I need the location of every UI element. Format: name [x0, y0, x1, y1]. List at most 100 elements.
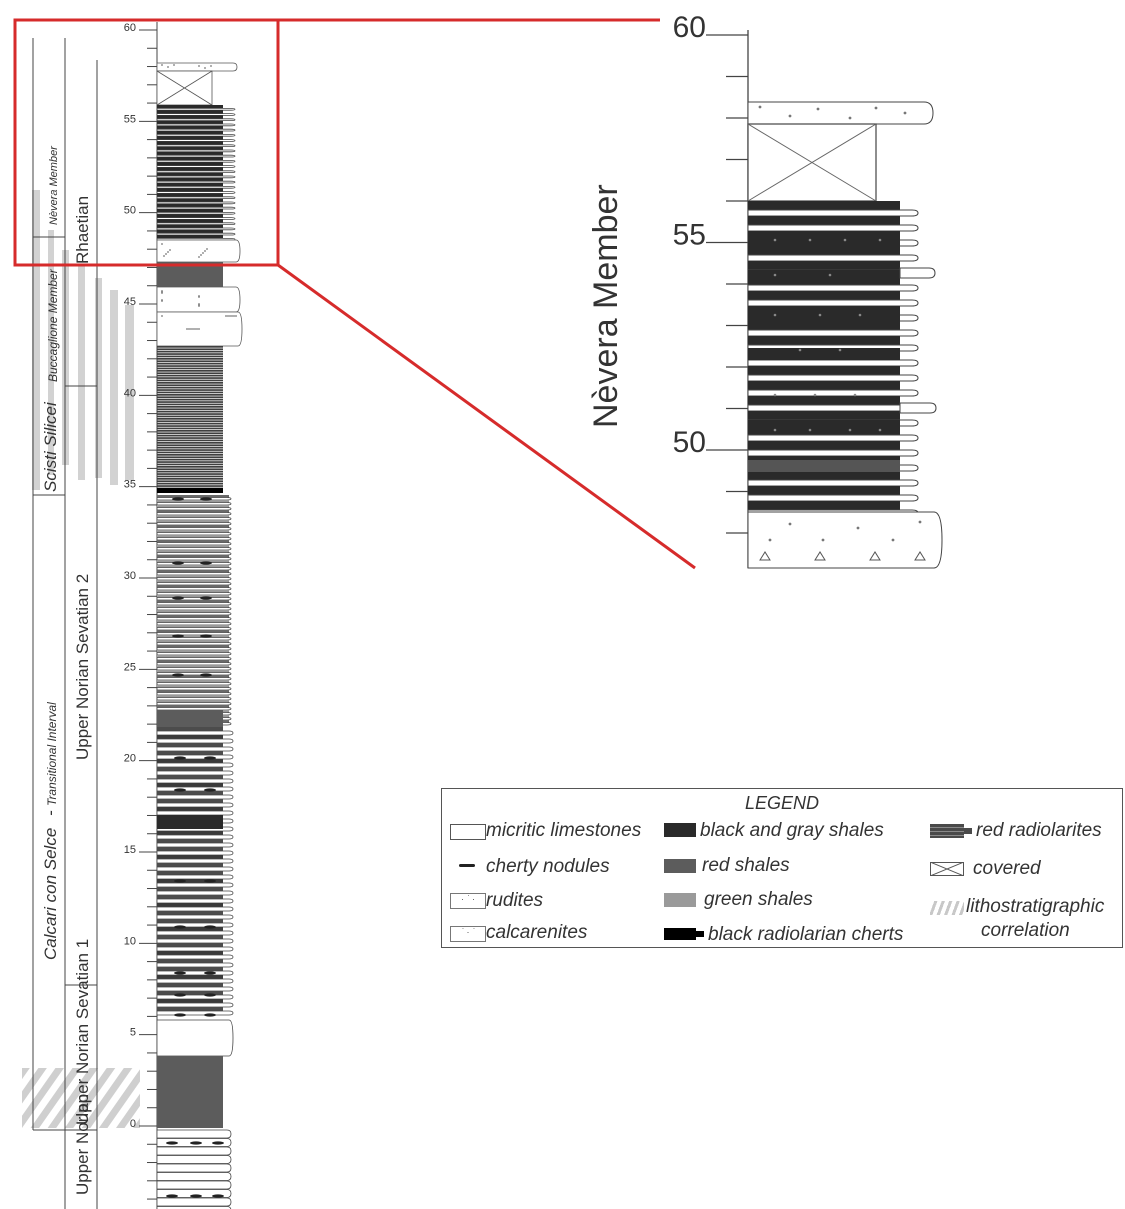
cherty-nodule: [200, 497, 212, 501]
limestone-bed: [747, 359, 919, 367]
limestone-bed: [156, 866, 234, 872]
rudite-grain: [821, 538, 825, 542]
limestone-bed: [156, 1163, 232, 1173]
black-shale-bed: [748, 411, 900, 420]
radiolarite-layer: [157, 365, 223, 367]
black-shale-bed: [157, 203, 223, 208]
chert-grain: [773, 393, 777, 397]
chert-grain: [773, 238, 777, 242]
legend: LEGEND micritic limestones cherty nodule…: [441, 788, 1123, 948]
limestone-bed: [156, 577, 232, 581]
shale-layer: [157, 625, 229, 628]
rudite-bed: [156, 239, 241, 263]
limestone-bed: [156, 154, 236, 158]
limestone-bed: [156, 946, 234, 952]
black-shale-bed: [157, 136, 223, 140]
radiolarite-layer: [157, 386, 223, 389]
black-shale-bed: [157, 767, 223, 771]
shale-layer: [157, 520, 229, 523]
limestone-bed: [156, 1010, 234, 1016]
chert-grain: [848, 428, 852, 432]
shale-layer: [157, 515, 229, 518]
depth-tick-label: 20: [124, 753, 136, 765]
calcarenite-grain: [188, 328, 190, 330]
radiolarite-layer: [157, 446, 223, 449]
chert-grain: [828, 273, 832, 277]
shale-layer: [157, 685, 229, 688]
radiolarite-layer: [157, 362, 223, 365]
limestone-bed: [747, 254, 919, 262]
limestone-bed: [156, 217, 236, 220]
black-chert-swatch: [664, 928, 704, 940]
radiolarite-layer: [157, 398, 223, 401]
limestone-bed: [156, 507, 232, 511]
red-shale-swatch: [664, 859, 696, 873]
chert-grain: [808, 238, 812, 242]
limestone-bed: [156, 532, 232, 536]
limestone-bed: [747, 434, 919, 442]
radiolarite-layer: [157, 456, 223, 459]
black-shale-bed: [157, 167, 223, 171]
shale-layer: [157, 705, 229, 708]
rudite-grain: [874, 106, 878, 110]
cherty-nodule: [200, 634, 212, 638]
radiolarite-layer: [157, 437, 223, 439]
legend-item: correlation: [981, 920, 1070, 941]
radiolarite-layer: [157, 353, 223, 355]
shale-layer: [157, 640, 229, 643]
black-shale-bed: [157, 887, 223, 891]
limestone-bed: [156, 672, 232, 676]
limestone-bed: [156, 778, 234, 784]
black-shale-bed: [157, 188, 223, 192]
micritic-limestone-swatch: [450, 824, 486, 840]
radiolarite-layer: [157, 451, 223, 454]
black-shale-bed: [157, 895, 223, 899]
calcarenite-swatch: ˙ · ˙: [450, 926, 486, 942]
shale-layer: [157, 580, 229, 583]
limestone-bed: [156, 874, 234, 880]
limestone-bed: [747, 284, 919, 292]
shale-layer: [157, 510, 229, 513]
limestone-bed: [156, 890, 234, 896]
cherty-nodule: [204, 1013, 216, 1017]
calcarenite-grain: [231, 315, 233, 317]
rudite-grain: [163, 255, 165, 257]
chert-grain: [773, 428, 777, 432]
black-shale-bed: [748, 336, 900, 345]
limestone-bed: [156, 1172, 232, 1181]
limestone-bed: [156, 547, 232, 551]
shale-layer: [157, 550, 229, 553]
depth-tick-label: 45: [124, 296, 136, 308]
limestone-bed: [156, 227, 236, 231]
rudite-grain: [788, 114, 792, 118]
limestone-bed: [156, 842, 234, 848]
rudite-grain: [788, 522, 792, 526]
cherty-nodule: [204, 971, 216, 975]
limestone-bed: [156, 128, 236, 132]
cherty-nodule: [174, 925, 186, 929]
stage-labels: Rhaetian Upper Norian Sevatian 2 Upper N…: [73, 196, 92, 1195]
limestone-bed: [747, 299, 919, 307]
rudite-grain: [210, 65, 212, 67]
cherty-nodule: [172, 561, 184, 565]
zoom-lithologic-column: [747, 101, 943, 569]
limestone-bed: [156, 962, 234, 968]
limestone-bed: [156, 622, 232, 626]
radiolarite-layer: [157, 370, 223, 372]
limestone-bed: [156, 592, 232, 596]
limestone-bed: [156, 770, 234, 776]
cherty-nodule: [204, 925, 216, 929]
limestone-bed: [156, 542, 232, 546]
limestone-bed: [156, 196, 236, 199]
radiolarite-layer: [157, 348, 223, 351]
limestone-bed: [156, 537, 232, 541]
limestone-bed: [156, 206, 236, 210]
radiolarite-layer: [157, 420, 223, 423]
limestone-bed: [156, 746, 234, 752]
black-shale-bed: [748, 420, 900, 432]
shale-layer: [157, 565, 229, 568]
limestone-bed: [747, 374, 919, 382]
cherty-nodule: [166, 1141, 178, 1145]
black-shale-bed: [157, 209, 223, 213]
limestone-bed: [747, 329, 919, 337]
